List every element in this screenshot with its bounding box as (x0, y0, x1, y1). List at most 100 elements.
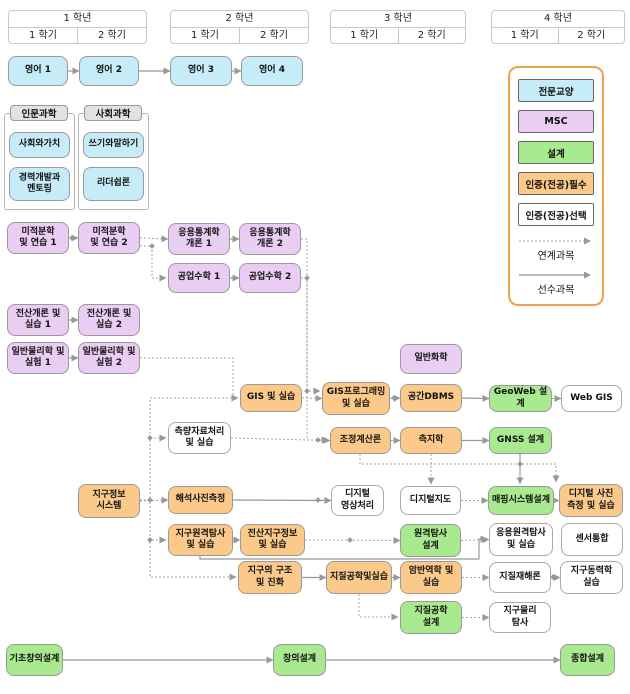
year-header: 1 학년 1 학기 2 학기 (8, 10, 147, 44)
course-dphoto: 디지털 사진 측정 및 실습 (559, 484, 623, 517)
course-hum1: 사회와가치 (9, 132, 70, 158)
year-label: 4 학년 (492, 11, 624, 28)
course-dimg: 디지털 영상처리 (331, 485, 384, 516)
legend-items: 전문교양 MSC 설계 인증(전공)필수 인증(전공)선택 (518, 79, 594, 226)
course-geoeng: 지질공학및실습 (326, 561, 392, 594)
course-soc1: 쓰기와말하기 (83, 132, 144, 158)
course-geoweb: GeoWeb 설계 (489, 385, 552, 412)
legend-item-design: 설계 (518, 141, 594, 164)
course-dbms: 공간DBMS (400, 384, 462, 412)
course-stat1: 응용통계학 개론 1 (168, 223, 230, 255)
junction-dot (304, 388, 310, 394)
edge-calc2-stat1 (139, 235, 169, 243)
edge-geoinfo-photo (139, 496, 169, 504)
junction-dot (347, 537, 353, 543)
year-header: 2 학년 1 학기 2 학기 (170, 10, 309, 44)
legend-item-liberal: 전문교양 (518, 79, 594, 102)
course-rsd: 원격탐사 설계 (400, 524, 461, 557)
semester-label: 2 학기 (397, 28, 466, 43)
course-photo: 해석사진측정 (168, 486, 233, 514)
course-gisprog: GIS프로그래밍 및 실습 (322, 382, 390, 415)
course-gdesign: 지질공학 설계 (400, 601, 462, 634)
course-final: 종합설계 (560, 644, 615, 676)
edge-geoinfo-ers (140, 499, 167, 544)
course-ers: 지구원격탐사 및 실습 (168, 524, 233, 556)
course-comp2: 전산개론 및 실습 2 (78, 304, 140, 336)
edge-survey-adjust (230, 436, 331, 444)
junction-dot (233, 537, 239, 543)
linked-arrow-sample-icon (519, 237, 591, 245)
course-sensor: 센서통합 (561, 523, 623, 556)
legend: 전문교양 MSC 설계 인증(전공)필수 인증(전공)선택 연계과목 선수과목 (508, 66, 604, 306)
course-calc1: 미적분학 및 연습 1 (7, 222, 69, 254)
edge-stat2-gisprog (301, 238, 321, 395)
course-rock: 암반역학 및 실습 (400, 561, 462, 594)
semester-label: 1 학기 (29, 30, 57, 41)
junction-dot (391, 395, 397, 401)
course-gnss: GNSS 설계 (489, 427, 552, 454)
legend-linked-label: 연계과목 (537, 251, 575, 262)
course-hum2: 경력개발과 멘토링 (9, 167, 70, 201)
group-label: 인문과학 (10, 105, 68, 121)
course-webgis: Web GIS (561, 385, 622, 412)
course-hazard: 지질재해론 (489, 562, 551, 593)
year-label: 2 학년 (171, 11, 308, 28)
edge-adjust-dphoto (359, 454, 560, 483)
edge-calc2-math1 (140, 245, 167, 282)
edge-dbms-geoweb (461, 394, 490, 402)
semester-label: 2 학기 (77, 28, 146, 43)
semester-row: 1 학기 2 학기 (492, 28, 624, 43)
course-stat2: 응용통계학 개론 2 (239, 223, 301, 255)
course-eng1: 영어 1 (8, 56, 68, 86)
junction-dot (304, 275, 310, 281)
edge-rsd-aers (460, 536, 490, 544)
legend-item-elective: 인증(전공)선택 (518, 203, 594, 226)
edge-geoeng-gdesign (358, 594, 399, 621)
semester-label: 1 학기 (191, 30, 219, 41)
edge-gisprog-dbms (389, 394, 401, 402)
course-eng4: 영어 4 (241, 56, 303, 86)
course-adjust: 조정계산론 (330, 427, 391, 454)
year-header: 4 학년 1 학기 2 학기 (491, 10, 625, 44)
junction-dot (69, 235, 75, 241)
course-mapsys: 매핑시스템설계 (488, 486, 554, 515)
course-phys2: 일반물리학 및 실험 2 (78, 342, 140, 374)
course-math2: 공업수학 2 (239, 263, 301, 293)
junction-dot (315, 497, 321, 503)
semester-label: 1 학기 (350, 30, 379, 41)
course-dmap: 디지털지도 (400, 486, 461, 515)
legend-item-msc: MSC (518, 110, 594, 133)
course-gis: GIS 및 실습 (240, 384, 302, 412)
edge-geoinfo-survey (140, 434, 167, 501)
course-geodesy: 측지학 (400, 427, 462, 454)
semester-label: 1 학기 (510, 30, 539, 41)
edge-phys2-gis (140, 357, 239, 402)
course-geodyn: 지구동력학 실습 (560, 561, 623, 594)
course-geophys: 지구물리 탐사 (489, 602, 551, 633)
course-calc2: 미적분학 및 연습 2 (78, 222, 140, 254)
course-math1: 공업수학 1 (168, 263, 230, 293)
course-aers: 응용원격탐사 및 실습 (489, 523, 553, 556)
junction-dot (147, 435, 153, 441)
year-label: 1 학년 (9, 11, 146, 28)
edge-photo-dimg (232, 496, 332, 504)
junction-dot (550, 574, 556, 580)
course-cgi: 전산지구정보 및 실습 (240, 524, 305, 556)
junction-dot (517, 461, 523, 467)
course-basic: 기초창의설계 (6, 644, 63, 676)
edge-gis-gisprog (301, 394, 323, 402)
course-soc2: 리더쉽론 (83, 167, 144, 201)
legend-arrows: 연계과목 선수과목 (517, 236, 595, 304)
edge-math2-adjust (301, 277, 329, 444)
semester-row: 1 학기 2 학기 (331, 28, 466, 43)
semester-row: 1 학기 2 학기 (171, 28, 308, 43)
year-header: 3 학년 1 학기 2 학기 (330, 10, 466, 44)
group-label: 사회과학 (84, 105, 142, 121)
course-geoinfo: 지구정보 시스템 (78, 484, 140, 518)
junction-dot (147, 497, 153, 503)
course-chem: 일반화학 (400, 344, 462, 374)
legend-prereq-label: 선수과목 (537, 285, 575, 296)
course-phys1: 일반물리학 및 실험 1 (7, 342, 69, 374)
semester-label: 2 학기 (239, 28, 308, 43)
